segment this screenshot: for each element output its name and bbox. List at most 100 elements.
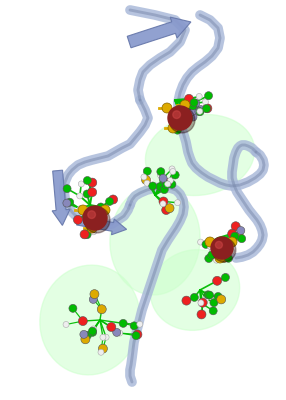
Circle shape bbox=[149, 182, 157, 190]
Circle shape bbox=[182, 296, 191, 305]
Circle shape bbox=[195, 108, 203, 116]
Circle shape bbox=[88, 178, 97, 187]
Circle shape bbox=[90, 229, 96, 235]
Circle shape bbox=[103, 334, 109, 340]
Circle shape bbox=[231, 222, 240, 231]
Circle shape bbox=[88, 188, 97, 197]
Circle shape bbox=[144, 180, 150, 186]
Circle shape bbox=[171, 171, 179, 179]
Circle shape bbox=[83, 206, 107, 230]
Circle shape bbox=[98, 217, 104, 223]
Circle shape bbox=[78, 316, 87, 326]
Circle shape bbox=[137, 321, 143, 327]
Circle shape bbox=[202, 104, 210, 112]
Circle shape bbox=[178, 106, 184, 112]
Circle shape bbox=[89, 296, 97, 304]
Circle shape bbox=[84, 332, 92, 340]
Circle shape bbox=[215, 253, 225, 263]
Circle shape bbox=[83, 190, 91, 198]
Circle shape bbox=[109, 195, 118, 204]
Circle shape bbox=[169, 166, 175, 172]
Polygon shape bbox=[127, 17, 191, 48]
Circle shape bbox=[130, 322, 138, 330]
Circle shape bbox=[97, 305, 106, 314]
Circle shape bbox=[82, 210, 90, 218]
Circle shape bbox=[157, 168, 165, 176]
Circle shape bbox=[178, 111, 186, 119]
Circle shape bbox=[235, 232, 243, 241]
Circle shape bbox=[209, 251, 217, 259]
Circle shape bbox=[141, 174, 147, 180]
Circle shape bbox=[133, 330, 142, 339]
Circle shape bbox=[63, 199, 71, 207]
Circle shape bbox=[231, 232, 239, 240]
Circle shape bbox=[204, 92, 212, 100]
Circle shape bbox=[159, 174, 167, 182]
Circle shape bbox=[168, 106, 192, 130]
Circle shape bbox=[98, 344, 108, 353]
Circle shape bbox=[203, 104, 212, 113]
Circle shape bbox=[87, 223, 97, 233]
Circle shape bbox=[80, 230, 89, 239]
Circle shape bbox=[197, 108, 203, 114]
Circle shape bbox=[238, 235, 246, 243]
Circle shape bbox=[98, 349, 104, 355]
Circle shape bbox=[80, 330, 88, 338]
Circle shape bbox=[162, 181, 170, 189]
Circle shape bbox=[208, 244, 214, 250]
Circle shape bbox=[186, 101, 194, 109]
Circle shape bbox=[197, 106, 205, 114]
Circle shape bbox=[165, 204, 174, 213]
Circle shape bbox=[222, 244, 230, 252]
Circle shape bbox=[198, 300, 204, 306]
Circle shape bbox=[89, 328, 97, 336]
Circle shape bbox=[169, 107, 195, 133]
Circle shape bbox=[219, 254, 228, 262]
Circle shape bbox=[203, 296, 209, 302]
Circle shape bbox=[168, 180, 176, 188]
Ellipse shape bbox=[110, 185, 200, 295]
Circle shape bbox=[84, 176, 91, 184]
Circle shape bbox=[184, 298, 190, 304]
Circle shape bbox=[175, 105, 183, 113]
Circle shape bbox=[173, 126, 181, 134]
Circle shape bbox=[215, 248, 221, 254]
Circle shape bbox=[168, 123, 178, 133]
Circle shape bbox=[185, 114, 193, 122]
Circle shape bbox=[162, 178, 168, 184]
Circle shape bbox=[214, 292, 222, 300]
Circle shape bbox=[100, 205, 110, 215]
Circle shape bbox=[204, 291, 212, 299]
Circle shape bbox=[165, 181, 171, 187]
Circle shape bbox=[192, 99, 200, 107]
Circle shape bbox=[210, 299, 218, 307]
Circle shape bbox=[184, 94, 193, 103]
Circle shape bbox=[170, 120, 178, 128]
Circle shape bbox=[160, 186, 168, 194]
Circle shape bbox=[143, 167, 151, 175]
Circle shape bbox=[237, 226, 245, 234]
Circle shape bbox=[180, 111, 188, 119]
Circle shape bbox=[159, 197, 168, 206]
Circle shape bbox=[88, 327, 96, 335]
Circle shape bbox=[142, 175, 150, 184]
Circle shape bbox=[227, 237, 237, 247]
Circle shape bbox=[84, 207, 110, 233]
Circle shape bbox=[206, 291, 214, 299]
Circle shape bbox=[215, 241, 223, 248]
Circle shape bbox=[170, 168, 176, 174]
Circle shape bbox=[162, 178, 172, 188]
Circle shape bbox=[189, 113, 197, 121]
Circle shape bbox=[208, 251, 216, 259]
Circle shape bbox=[66, 198, 74, 206]
Circle shape bbox=[202, 240, 210, 248]
Circle shape bbox=[198, 298, 207, 307]
Circle shape bbox=[212, 276, 222, 285]
Circle shape bbox=[228, 229, 237, 238]
Circle shape bbox=[173, 111, 180, 118]
Circle shape bbox=[97, 203, 105, 211]
Circle shape bbox=[188, 107, 196, 115]
Circle shape bbox=[88, 211, 96, 218]
Circle shape bbox=[160, 201, 166, 207]
Circle shape bbox=[162, 206, 171, 214]
